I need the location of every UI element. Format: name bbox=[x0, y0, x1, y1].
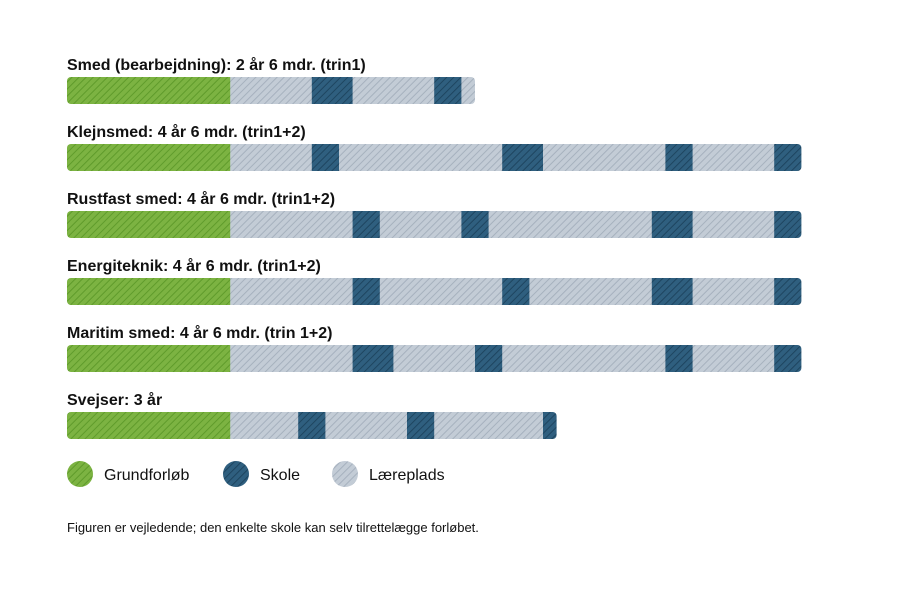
legend-swatch-grundforloeb bbox=[67, 461, 93, 487]
segment-skole bbox=[665, 345, 693, 372]
segment-laereplads bbox=[325, 412, 408, 439]
segment-laereplads bbox=[502, 345, 666, 372]
segment-laereplads bbox=[692, 211, 775, 238]
segment-grundforloeb bbox=[67, 345, 231, 372]
segment-laereplads bbox=[230, 77, 313, 104]
timeline-bar bbox=[67, 345, 802, 372]
segment-laereplads bbox=[230, 211, 353, 238]
segment-skole bbox=[475, 345, 503, 372]
segment-laereplads bbox=[393, 345, 476, 372]
segment-laereplads bbox=[379, 211, 462, 238]
segment-laereplads bbox=[230, 412, 299, 439]
segment-skole bbox=[543, 412, 557, 439]
segment-skole bbox=[651, 211, 693, 238]
segment-laereplads bbox=[339, 144, 503, 171]
segment-skole bbox=[434, 77, 462, 104]
segment-skole bbox=[651, 278, 693, 305]
row-title: Rustfast smed: 4 år 6 mdr. (trin1+2) bbox=[67, 190, 335, 208]
timeline-bar bbox=[67, 278, 802, 305]
segment-grundforloeb bbox=[67, 211, 231, 238]
timeline-row: Rustfast smed: 4 år 6 mdr. (trin1+2) bbox=[67, 190, 802, 238]
timeline-row: Maritim smed: 4 år 6 mdr. (trin 1+2) bbox=[67, 324, 802, 372]
legend-swatch-skole bbox=[223, 461, 249, 487]
segment-skole bbox=[774, 278, 802, 305]
timeline-row: Svejser: 3 år bbox=[67, 391, 557, 439]
segment-laereplads bbox=[230, 144, 313, 171]
segment-skole bbox=[774, 144, 802, 171]
row-title: Smed (bearbejdning): 2 år 6 mdr. (trin1) bbox=[67, 56, 366, 74]
row-title: Klejnsmed: 4 år 6 mdr. (trin1+2) bbox=[67, 123, 306, 141]
segment-skole bbox=[311, 144, 340, 171]
timeline-bar bbox=[67, 412, 557, 439]
timeline-row: Energiteknik: 4 år 6 mdr. (trin1+2) bbox=[67, 257, 802, 305]
segment-skole bbox=[352, 345, 394, 372]
segment-grundforloeb bbox=[67, 144, 231, 171]
legend: Grundforløb Skole Læreplads bbox=[67, 461, 445, 487]
segment-laereplads bbox=[230, 278, 353, 305]
segment-grundforloeb bbox=[67, 278, 231, 305]
segment-skole bbox=[407, 412, 435, 439]
legend-label-grundforloeb: Grundforløb bbox=[104, 467, 189, 484]
timeline-row: Smed (bearbejdning): 2 år 6 mdr. (trin1) bbox=[67, 56, 475, 104]
segment-skole bbox=[502, 144, 544, 171]
segment-skole bbox=[352, 278, 381, 305]
segment-laereplads bbox=[434, 412, 544, 439]
segment-laereplads bbox=[692, 278, 775, 305]
segment-laereplads bbox=[379, 278, 503, 305]
segment-laereplads bbox=[543, 144, 666, 171]
segment-laereplads bbox=[692, 345, 775, 372]
footnote: Figuren er vejledende; den enkelte skole… bbox=[67, 520, 479, 535]
segment-laereplads bbox=[352, 77, 435, 104]
timeline-bar bbox=[67, 211, 802, 238]
segment-skole bbox=[665, 144, 693, 171]
segment-laereplads bbox=[230, 345, 353, 372]
segment-skole bbox=[311, 77, 353, 104]
legend-label-laereplads: Læreplads bbox=[369, 467, 445, 484]
segment-laereplads bbox=[692, 144, 775, 171]
row-title: Energiteknik: 4 år 6 mdr. (trin1+2) bbox=[67, 257, 321, 275]
row-title: Svejser: 3 år bbox=[67, 391, 162, 409]
segment-skole bbox=[298, 412, 326, 439]
timeline-bar bbox=[67, 144, 802, 171]
row-title: Maritim smed: 4 år 6 mdr. (trin 1+2) bbox=[67, 324, 332, 342]
segment-skole bbox=[774, 211, 802, 238]
segment-laereplads bbox=[488, 211, 653, 238]
timeline-bar bbox=[67, 77, 475, 104]
timeline-row: Klejnsmed: 4 år 6 mdr. (trin1+2) bbox=[67, 123, 802, 171]
segment-skole bbox=[461, 211, 489, 238]
segment-laereplads bbox=[529, 278, 653, 305]
segment-skole bbox=[502, 278, 530, 305]
segment-grundforloeb bbox=[67, 77, 231, 104]
legend-swatch-laereplads bbox=[332, 461, 358, 487]
legend-label-skole: Skole bbox=[260, 467, 300, 484]
segment-laereplads bbox=[461, 77, 475, 104]
segment-grundforloeb bbox=[67, 412, 231, 439]
segment-skole bbox=[352, 211, 381, 238]
segment-skole bbox=[774, 345, 802, 372]
timeline-rows: Smed (bearbejdning): 2 år 6 mdr. (trin1)… bbox=[67, 56, 802, 439]
